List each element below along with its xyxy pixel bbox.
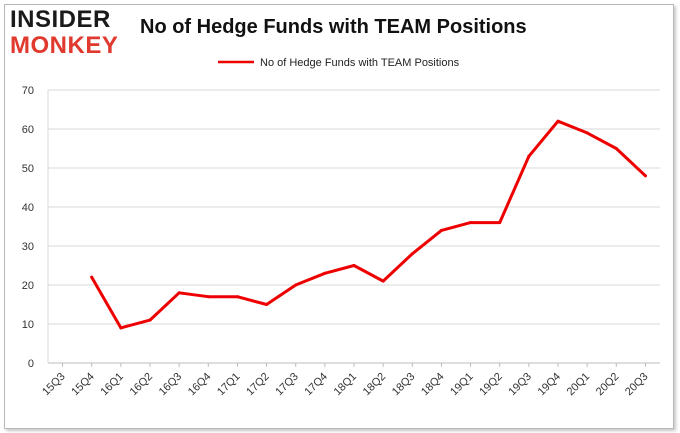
series-lines xyxy=(90,119,647,330)
y-tick-label-0: 0 xyxy=(28,358,34,370)
x-tick-label-18Q2: 18Q2 xyxy=(361,371,389,399)
x-tick-label-17Q2: 17Q2 xyxy=(244,371,272,399)
data-point-17Q2 xyxy=(265,303,269,306)
x-tick-label-16Q1: 16Q1 xyxy=(98,371,126,399)
data-point-17Q1 xyxy=(235,295,239,299)
x-tick-label-16Q2: 16Q2 xyxy=(128,371,156,399)
y-tick-label-20: 20 xyxy=(22,280,34,292)
x-tick-label-18Q4: 18Q4 xyxy=(419,371,447,399)
x-tick-label-15Q4: 15Q4 xyxy=(69,371,97,399)
data-point-19Q2 xyxy=(498,221,502,225)
x-tick-label-20Q1: 20Q1 xyxy=(565,371,593,399)
x-tick-label-19Q2: 19Q2 xyxy=(477,371,505,399)
x-tick-labels: 15Q3 15Q4 16Q1 16Q2 16Q3 16Q4 17Q1 17Q2 17Q3 17Q4… xyxy=(40,371,650,399)
gridlines xyxy=(48,89,660,325)
data-point-19Q1 xyxy=(469,221,473,225)
x-tick-label-20Q3: 20Q3 xyxy=(623,371,651,399)
data-point-18Q2 xyxy=(381,279,385,283)
y-tick-label-60: 60 xyxy=(22,124,34,136)
logo-line2: MONKEY xyxy=(10,32,119,59)
data-point-17Q3 xyxy=(294,283,298,287)
data-point-16Q3 xyxy=(177,291,181,295)
data-point-20Q3 xyxy=(643,174,647,178)
y-tick-label-30: 30 xyxy=(22,241,34,253)
legend: No of Hedge Funds with TEAM Positions xyxy=(218,57,460,69)
legend-label: No of Hedge Funds with TEAM Positions xyxy=(260,57,460,69)
x-tick-label-15Q3: 15Q3 xyxy=(40,371,68,399)
x-tick-label-20Q2: 20Q2 xyxy=(594,371,622,399)
y-tick-label-70: 70 xyxy=(22,85,34,97)
x-tick-label-19Q3: 19Q3 xyxy=(506,371,534,399)
x-tick-label-18Q1: 18Q1 xyxy=(332,371,360,399)
chart-title: No of Hedge Funds with TEAM Positions xyxy=(140,16,527,38)
insider-monkey-logo: INSIDER MONKEY xyxy=(10,8,118,58)
data-point-15Q4 xyxy=(90,275,94,279)
data-point-19Q4 xyxy=(556,119,560,123)
chart-frame xyxy=(4,4,674,429)
data-point-18Q3 xyxy=(410,252,414,256)
axes xyxy=(47,90,660,367)
data-point-16Q1 xyxy=(119,326,123,330)
data-point-16Q4 xyxy=(206,295,210,299)
data-point-20Q2 xyxy=(614,147,618,150)
data-point-17Q4 xyxy=(323,271,327,275)
logo-line1: INSIDER xyxy=(10,6,111,33)
x-tick-label-16Q4: 16Q4 xyxy=(186,371,214,399)
data-point-18Q4 xyxy=(439,228,443,232)
x-tick-label-17Q3: 17Q3 xyxy=(273,371,301,399)
y-tick-label-40: 40 xyxy=(22,202,34,214)
x-tick-label-16Q3: 16Q3 xyxy=(157,371,185,399)
x-tick-label-17Q1: 17Q1 xyxy=(215,371,243,399)
x-tick-label-18Q3: 18Q3 xyxy=(390,371,418,399)
series-line-0 xyxy=(90,119,647,330)
x-tick-label-19Q4: 19Q4 xyxy=(536,371,564,399)
data-point-20Q1 xyxy=(585,131,589,135)
y-tick-labels: 0 10 20 30 40 50 60 70 xyxy=(22,85,34,370)
x-tick-label-17Q4: 17Q4 xyxy=(302,371,330,399)
x-tick-label-19Q1: 19Q1 xyxy=(448,371,476,399)
data-point-18Q1 xyxy=(352,264,356,267)
y-tick-label-10: 10 xyxy=(22,319,34,331)
data-point-16Q2 xyxy=(148,318,152,322)
y-tick-label-50: 50 xyxy=(22,163,34,175)
data-point-19Q3 xyxy=(527,154,531,158)
